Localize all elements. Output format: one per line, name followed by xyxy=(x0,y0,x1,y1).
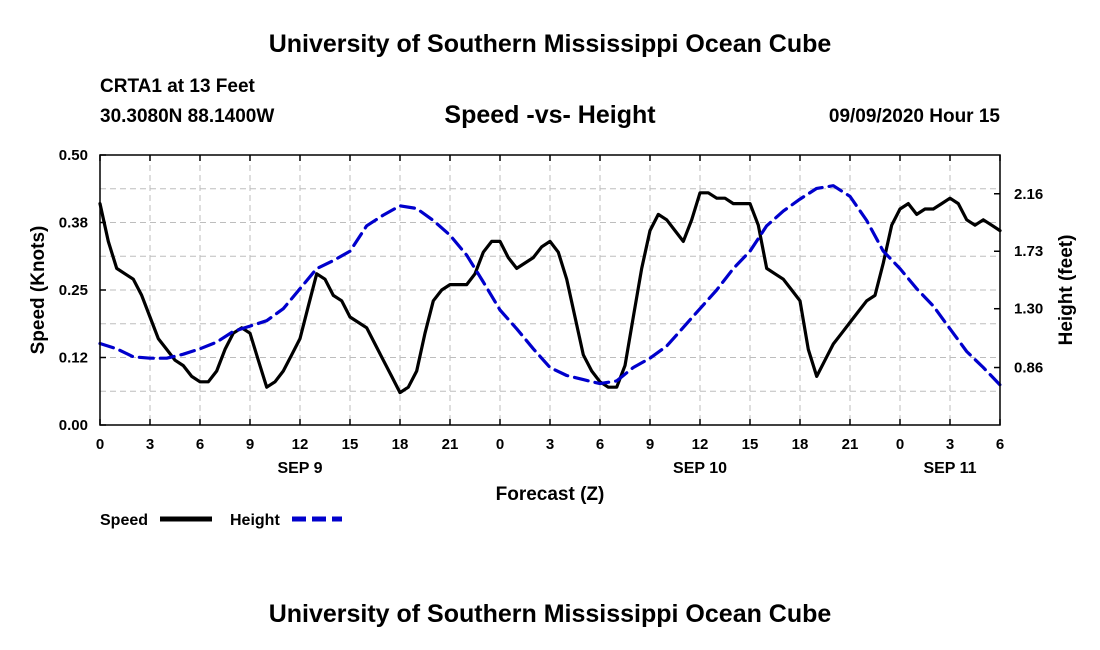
y-left-tick-label: 0.50 xyxy=(59,147,88,164)
station-label: CRTA1 at 13 Feet xyxy=(100,76,255,97)
axis-ticks: 0 3 6 9 12 15 18 21 0 3 6 9 12 15 18 21 0 3 6 SEP 9 SEP 10 SE… xyxy=(59,147,1043,477)
x-tick-label: 18 xyxy=(392,436,409,453)
x-axis-label: Forecast (Z) xyxy=(496,484,605,505)
x-tick-label: 9 xyxy=(246,436,254,453)
y-axis-label-right: Height (feet) xyxy=(1056,235,1077,346)
legend: Speed Height xyxy=(100,512,342,529)
coordinates-label: 30.3080N 88.1400W xyxy=(100,106,275,127)
date-label: SEP 9 xyxy=(277,460,322,477)
y-right-tick-label: 0.86 xyxy=(1014,360,1043,377)
y-right-tick-label: 2.16 xyxy=(1014,186,1043,203)
x-tick-label: 9 xyxy=(646,436,654,453)
date-label: SEP 11 xyxy=(923,460,976,477)
x-tick-label: 3 xyxy=(946,436,954,453)
x-tick-label: 6 xyxy=(596,436,604,453)
y-left-tick-label: 0.38 xyxy=(59,215,88,232)
x-tick-label: 3 xyxy=(546,436,554,453)
y-left-tick-label: 0.00 xyxy=(59,417,88,434)
page-title-bottom: University of Southern Mississippi Ocean… xyxy=(268,600,832,628)
date-label: SEP 10 xyxy=(673,460,727,477)
legend-label-height: Height xyxy=(230,512,280,529)
y-left-tick-label: 0.12 xyxy=(59,350,88,367)
chart-title: Speed -vs- Height xyxy=(444,101,656,129)
grid-lines xyxy=(100,155,1000,425)
x-tick-label: 18 xyxy=(792,436,809,453)
x-tick-label: 21 xyxy=(442,436,459,453)
x-tick-label: 6 xyxy=(196,436,204,453)
x-tick-label: 21 xyxy=(842,436,859,453)
x-tick-label: 6 xyxy=(996,436,1004,453)
x-tick-label: 0 xyxy=(896,436,904,453)
x-tick-label: 0 xyxy=(96,436,104,453)
x-tick-label: 12 xyxy=(292,436,309,453)
series-layer xyxy=(98,184,1002,395)
y-left-tick-label: 0.25 xyxy=(59,282,88,299)
x-tick-label: 15 xyxy=(742,436,759,453)
y-right-tick-label: 1.73 xyxy=(1014,243,1043,260)
y-right-tick-label: 1.30 xyxy=(1014,301,1043,318)
x-tick-label: 12 xyxy=(692,436,709,453)
series-line-height xyxy=(98,184,1002,387)
x-tick-label: 3 xyxy=(146,436,154,453)
x-tick-label: 15 xyxy=(342,436,359,453)
y-axis-label-left: Speed (Knots) xyxy=(28,226,49,355)
datetime-label: 09/09/2020 Hour 15 xyxy=(828,106,1000,127)
page-title-top: University of Southern Mississippi Ocean… xyxy=(268,30,832,58)
x-tick-label: 0 xyxy=(496,436,504,453)
legend-label-speed: Speed xyxy=(100,512,148,529)
series-line-speed xyxy=(98,191,1002,395)
